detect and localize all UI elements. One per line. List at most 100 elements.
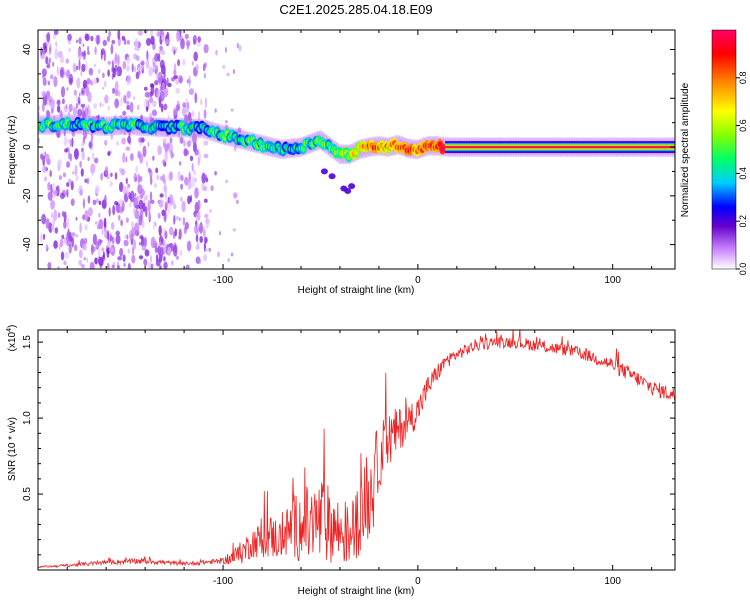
y-tick-label: -20 <box>22 188 33 203</box>
spectrogram-noise-cell <box>41 68 47 77</box>
spectrogram-noise-cell <box>92 199 97 205</box>
spectrogram-noise-cell <box>53 189 59 196</box>
y-tick-label: 0 <box>22 144 33 150</box>
spectrogram-noise-cell <box>143 236 147 248</box>
spectrogram-noise-cell <box>96 35 99 46</box>
spectrogram-noise-cell <box>147 91 151 99</box>
spectrogram-noise-cell <box>150 35 155 45</box>
spectrogram-noise-cell <box>121 137 126 145</box>
spectrogram-noise-cell <box>96 115 99 121</box>
spectrogram-noise-cell <box>196 42 201 47</box>
spectrogram-noise-cell <box>110 235 113 242</box>
spectrogram-noise-cell <box>80 168 84 177</box>
spectrogram-noise-cell <box>89 261 95 269</box>
spectrogram-noise-cell <box>134 47 136 51</box>
spectrogram-noise-cell <box>152 62 156 68</box>
spectrogram-noise-cell <box>109 181 113 187</box>
spectrogram-noise-cell <box>50 74 54 80</box>
spectrogram-noise-cell <box>101 247 105 252</box>
spectrogram-noise-cell <box>65 69 71 78</box>
spectrogram-noise-cell <box>68 231 72 242</box>
spectrogram-noise-cell <box>101 103 104 107</box>
spectrogram-noise-cell <box>167 115 170 119</box>
spectrogram-noise-cell <box>86 113 92 120</box>
spectrogram-noise-cell <box>188 171 191 184</box>
spectrogram-noise-cell <box>80 69 83 77</box>
spectrogram-noise-cell <box>203 73 206 79</box>
spectrogram-noise-cell <box>108 207 111 217</box>
spectrogram-noise-cell <box>53 76 58 88</box>
spectrogram-noise-cell <box>194 92 198 104</box>
spectrogram-noise-cell <box>202 186 208 191</box>
spectrogram-noise-cell <box>142 202 146 212</box>
spectrogram-noise-cell <box>175 87 180 94</box>
spectrogram-noise-cell <box>138 137 143 143</box>
spectrogram-noise-cell <box>164 230 168 240</box>
snr-y-multiplier-exp: 4 <box>6 328 13 332</box>
spectrogram-noise-cell <box>86 257 89 263</box>
spectrogram-noise-cell <box>122 110 127 116</box>
spectrogram-noise-cell <box>157 71 163 84</box>
spectrogram-noise-cell <box>81 142 85 147</box>
spectrogram-noise-cell <box>123 130 127 136</box>
spectrogram-noise-cell <box>89 79 93 85</box>
spectrogram-noise-cell <box>133 53 138 60</box>
spectrogram-noise-cell <box>90 130 94 143</box>
spectrogram-noise-cell <box>169 171 173 181</box>
spectrogram-noise-cell <box>123 239 129 247</box>
spectrogram-noise-cell <box>42 165 47 174</box>
spectrogram-noise-cell <box>123 38 127 46</box>
spectrogram-noise-cell <box>118 181 124 193</box>
spectrogram-noise-cell <box>100 49 103 60</box>
spectrogram-noise-cell <box>107 69 110 77</box>
spectrogram-noise-cell <box>227 258 230 263</box>
x-tick-label: 0 <box>415 275 421 286</box>
spectrogram-noise-cell <box>122 185 128 195</box>
spectrogram-noise-cell <box>84 33 90 42</box>
spectrogram-noise-cell <box>44 151 47 158</box>
spectrogram-noise-cell <box>184 33 189 40</box>
spectrogram-noise-cell <box>45 218 50 229</box>
spectrogram-noise-cell <box>68 103 73 112</box>
spectrogram-noise-cell <box>104 194 107 205</box>
spectrogram-noise-cell <box>114 89 119 97</box>
colorbar-tick-label: 0.2 <box>738 215 748 228</box>
spectrogram-noise-cell <box>49 99 51 103</box>
spectrogram-noise-cell <box>99 239 103 243</box>
spectrogram-noise-cell <box>78 249 83 259</box>
spectrogram-noise-cell <box>48 49 51 56</box>
spectrogram-noise-cell <box>194 187 199 199</box>
spectrogram-noise-cell <box>178 217 181 222</box>
spectrogram-noise-cell <box>78 100 81 105</box>
spectrogram-noise-cell <box>187 42 189 50</box>
spectrogram-noise-cell <box>68 243 72 254</box>
spectrogram-noise-cell <box>64 148 68 153</box>
spectrogram-noise-cell <box>90 166 93 173</box>
spectrogram-noise-cell <box>46 32 51 43</box>
spectrogram-noise-cell <box>232 69 235 75</box>
spectrogram-noise-cell <box>164 190 167 200</box>
spectrogram-noise-cell <box>182 105 187 117</box>
spectrogram-noise-cell <box>135 71 140 80</box>
spectrogram-noise-cell <box>191 176 196 188</box>
spectrogram-noise-cell <box>144 249 150 257</box>
spectrogram-noise-cell <box>61 98 65 105</box>
spectrogram-noise-cell <box>167 202 171 215</box>
spectrogram-noise-cell <box>41 90 47 98</box>
spectrogram-noise-cell <box>152 67 155 73</box>
spectrogram-noise-cell <box>114 201 119 206</box>
spectrogram-noise-cell <box>38 105 41 112</box>
spectrogram-noise-cell <box>236 42 239 49</box>
spectrogram-noise-cell <box>164 151 168 163</box>
spectrogram-noise-cell <box>141 137 145 143</box>
spectrogram-noise-cell <box>130 221 135 228</box>
spectrogram-noise-cell <box>163 261 168 269</box>
spectrogram-noise-cell <box>189 135 193 143</box>
spectrogram-noise-cell <box>182 217 186 226</box>
spectrogram-noise-cell <box>103 217 107 228</box>
spectrogram-noise-cell <box>101 228 104 236</box>
spectrogram-noise-cell <box>191 162 194 172</box>
spectrogram-noise-cell <box>134 38 139 50</box>
spectrogram-noise-cell <box>121 35 126 41</box>
